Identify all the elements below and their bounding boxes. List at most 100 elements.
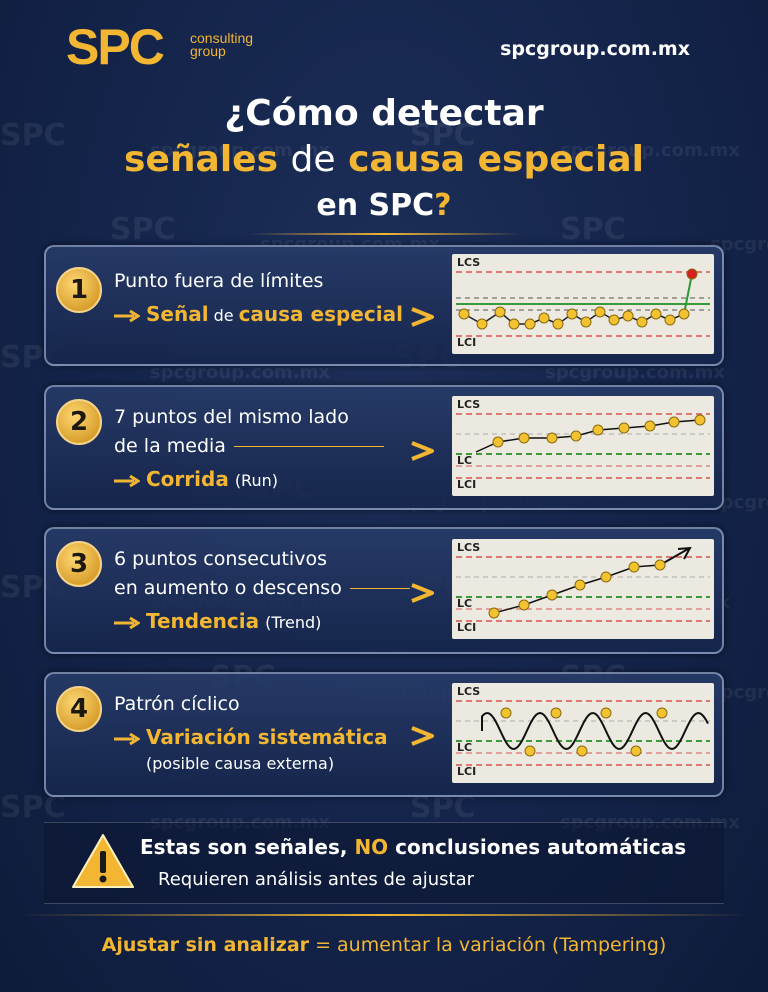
- card-title: Patrón cíclico: [114, 693, 240, 715]
- chart-point: [518, 599, 530, 610]
- card-text: 7 puntos del mismo lado de la media Corrid…: [114, 403, 384, 495]
- pointer-arrow: [411, 726, 434, 746]
- chart-point: [538, 312, 550, 323]
- title-line: ¿Cómo detectar: [224, 93, 544, 134]
- chart-point: [524, 745, 536, 756]
- card: 1 Punto fuera de límites Señal de causa espe…: [44, 245, 724, 366]
- chart-svg: LCS LC LCI: [456, 685, 710, 778]
- chart-point: [476, 318, 488, 329]
- signal-row: Corrida (Run): [114, 465, 384, 495]
- footer-divider: [20, 914, 748, 916]
- warning-part: conclusiones automáticas: [395, 835, 687, 859]
- pointer-shape: [411, 307, 434, 327]
- card-subtitle: de la media: [114, 435, 226, 457]
- chart-point: [600, 571, 612, 582]
- number-badge: 3: [56, 541, 102, 587]
- chart-svg: LCS LC LCI: [456, 541, 710, 634]
- chart-point: [594, 306, 606, 317]
- chart-point: [500, 707, 512, 718]
- connector-line: [349, 588, 410, 589]
- warning-box: Estas son señales, NO conclusiones autom…: [44, 822, 724, 904]
- signal-part: Tendencia: [146, 609, 260, 633]
- title-part: de: [290, 139, 336, 180]
- warning-text: Estas son señales, NO conclusiones autom…: [140, 835, 686, 859]
- chart-label: LCS: [457, 541, 480, 554]
- chart-point: [628, 561, 640, 572]
- mini-chart: LCS LC LCI: [452, 395, 714, 496]
- signal-note: (Run): [234, 471, 278, 490]
- signal-row: Señal de causa especial: [114, 300, 403, 330]
- chart-label: LCS: [457, 685, 480, 698]
- arrow-icon: [114, 474, 140, 487]
- chart-svg: LCS LCI: [456, 256, 710, 349]
- title-underline: [250, 233, 520, 235]
- arrow-shape: [114, 474, 140, 487]
- signal-row: Tendencia (Trend): [114, 607, 410, 637]
- number-badge: 1: [56, 267, 102, 313]
- arrow-icon: [114, 616, 140, 629]
- url: spcgroup.com.mx: [500, 38, 690, 60]
- card-subtitle-row: de la media: [114, 432, 384, 461]
- chart-point: [600, 707, 612, 718]
- title-part: ?: [434, 188, 452, 223]
- arrow-shape: [114, 616, 140, 629]
- number-badge: 4: [56, 686, 102, 732]
- card-text: 6 puntos consecutivos en aumento o descen…: [114, 545, 410, 637]
- chart-point: [592, 424, 604, 435]
- chart-point: [546, 589, 558, 600]
- chart-point: [686, 268, 698, 279]
- chart-point: [580, 316, 592, 327]
- chart-point: [524, 318, 536, 329]
- logo: SPC: [66, 19, 165, 75]
- warning-subtext: Requieren análisis antes de ajustar: [158, 869, 475, 890]
- card-text: Punto fuera de límites Señal de causa espec…: [114, 267, 403, 330]
- chart-point: [644, 420, 656, 431]
- chart-point: [488, 607, 500, 618]
- card-text: Patrón cíclico Variación sistemática (posi…: [114, 690, 388, 775]
- chart-point: [576, 745, 588, 756]
- pointer-arrow: [411, 441, 434, 461]
- chart-point: [492, 436, 504, 447]
- chart-point: [508, 318, 520, 329]
- arrow-shape: [114, 732, 140, 745]
- chart-point: [650, 308, 662, 319]
- number-badge: 2: [56, 399, 102, 445]
- signal-row: Variación sistemática: [114, 723, 388, 753]
- footer: Ajustar sin analizar = aumentar la varia…: [0, 934, 768, 956]
- logo-sub-line: group: [190, 43, 226, 59]
- chart-point: [574, 579, 586, 590]
- mini-chart: LCS LCI: [452, 253, 714, 354]
- chart-point: [664, 314, 676, 325]
- arrow-icon: [114, 732, 140, 745]
- arrow-shape: [114, 309, 140, 322]
- chart-point: [608, 314, 620, 325]
- chart-point: [656, 707, 668, 718]
- title-part: señales: [124, 139, 278, 180]
- signal-part: causa especial: [238, 302, 403, 326]
- chart-line: [475, 418, 701, 453]
- pointer-arrow: [411, 583, 434, 603]
- card: 4 Patrón cíclico Variación sistemática (pos…: [44, 672, 724, 797]
- signal-part: Variación sistemática: [146, 725, 388, 749]
- card-title: 7 puntos del mismo lado: [114, 406, 349, 428]
- chart-point: [622, 310, 634, 321]
- footer-part: Ajustar sin analizar: [101, 934, 310, 956]
- chart-label: LCI: [457, 621, 476, 634]
- chart-point: [678, 308, 690, 319]
- chart-label: LCI: [457, 765, 476, 778]
- card-title: 6 puntos consecutivos: [114, 548, 327, 570]
- chart-label: LC: [457, 741, 472, 754]
- footer-part: = aumentar la variación (Tampering): [315, 934, 667, 956]
- card: 3 6 puntos consecutivos en aumento o desce…: [44, 527, 724, 654]
- chart-point: [694, 414, 706, 425]
- warning-icon: [72, 834, 134, 888]
- chart-point: [494, 306, 506, 317]
- chart-point: [630, 745, 642, 756]
- signal-part: de: [213, 306, 234, 325]
- signal-part: Señal: [146, 302, 209, 326]
- chart-svg: LCS LC LCI: [456, 398, 710, 491]
- chart-point: [518, 432, 530, 443]
- chart-point: [552, 318, 564, 329]
- chart-point: [550, 707, 562, 718]
